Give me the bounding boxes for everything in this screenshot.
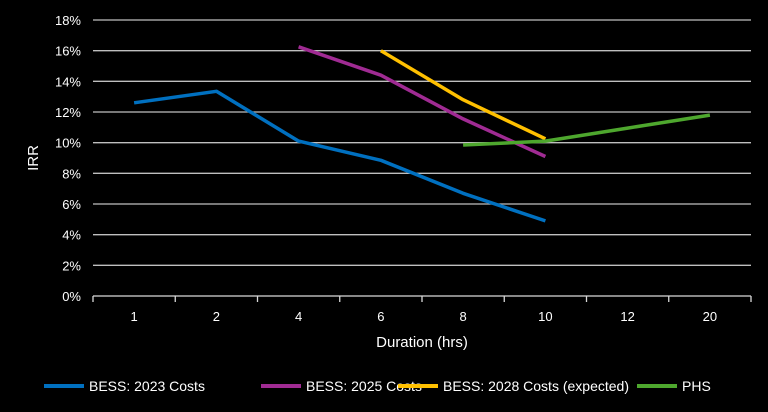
y-tick-label: 18% [55, 13, 81, 28]
y-tick-label: 4% [62, 228, 81, 243]
y-axis-label: IRR [25, 145, 42, 171]
y-tick-label: 10% [55, 136, 81, 151]
series-line-3 [463, 113, 711, 147]
x-tick-label: 1 [131, 309, 138, 324]
y-axis-ticks: 0% 2% 4% 6% 8% 10% 12% 14% 16% 18% [55, 13, 81, 304]
x-tick-label: 2 [213, 309, 220, 324]
legend-label: BESS: 2023 Costs [89, 378, 205, 394]
x-tick-label: 6 [377, 309, 384, 324]
y-tick-label: 0% [62, 289, 81, 304]
series-line-2 [380, 49, 547, 141]
legend-item: BESS: 2023 Costs [44, 378, 205, 394]
legend-label: PHS [682, 378, 711, 394]
y-tick-label: 16% [55, 44, 81, 59]
series-lines [133, 45, 711, 223]
legend-label: BESS: 2025 Costs [306, 378, 422, 394]
gridlines [93, 19, 751, 266]
y-tick-label: 12% [55, 105, 81, 120]
x-axis: 1 2 4 6 8 10 12 20 [92, 295, 752, 324]
x-tick-label: 12 [620, 309, 634, 324]
y-tick-label: 6% [62, 197, 81, 212]
x-tick-label: 20 [703, 309, 717, 324]
x-axis-label: Duration (hrs) [376, 334, 468, 351]
x-tick-label: 4 [295, 309, 302, 324]
legend-label: BESS: 2028 Costs (expected) [443, 378, 629, 394]
x-tick-label: 10 [538, 309, 552, 324]
y-tick-label: 14% [55, 74, 81, 89]
y-tick-label: 2% [62, 258, 81, 273]
y-tick-label: 8% [62, 166, 81, 181]
legend-item: BESS: 2028 Costs (expected) [398, 378, 629, 394]
legend-item: BESS: 2025 Costs [261, 378, 422, 394]
legend-item: PHS [637, 378, 711, 394]
x-tick-label: 8 [460, 309, 467, 324]
series-line-0 [133, 89, 546, 223]
series-line-1 [298, 45, 547, 159]
legend: BESS: 2023 Costs BESS: 2025 Costs BESS: 20… [44, 378, 711, 394]
